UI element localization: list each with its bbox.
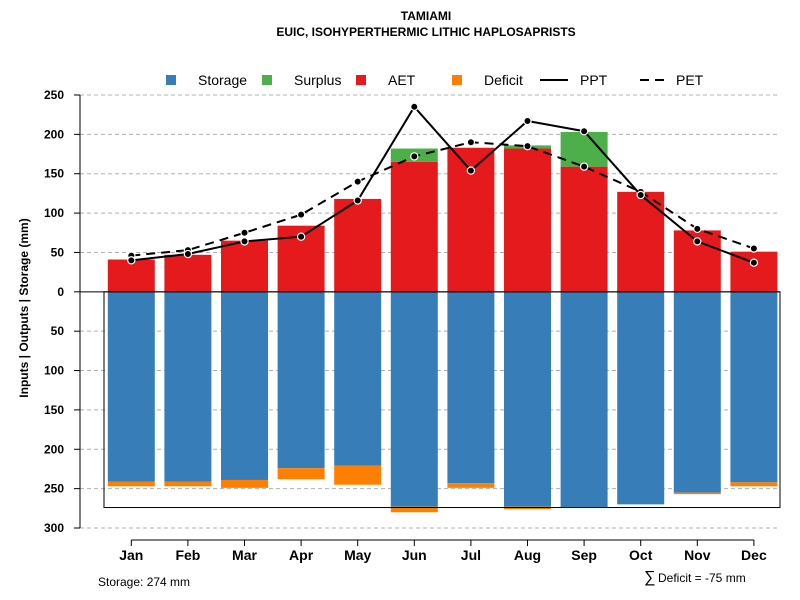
y-tick-label: 300 xyxy=(44,521,64,535)
aet-bar xyxy=(334,198,382,292)
x-axis: Jan Feb Mar Apr May Jun Jul Aug Sep Oct Nov Dec xyxy=(119,539,767,563)
ppt-point xyxy=(296,232,306,241)
pet-point xyxy=(523,141,532,151)
x-tick-label: Jun xyxy=(402,547,427,563)
y-axis: 250 200 150 100 50 0 50 100 150 200 250 300 xyxy=(44,88,81,535)
legend: Storage Surplus AET Deficit PPT PET xyxy=(166,72,704,88)
legend-label: PPT xyxy=(580,72,608,88)
x-tick-label: Dec xyxy=(741,547,767,563)
storage-bar xyxy=(334,291,382,466)
deficit-bar xyxy=(221,479,268,488)
storage-bar xyxy=(560,291,608,508)
x-tick-label: Apr xyxy=(289,547,314,563)
deficit-bar xyxy=(107,481,155,487)
deficit-bar xyxy=(334,465,382,485)
legend-label: Surplus xyxy=(294,72,341,88)
y-tick-label: 250 xyxy=(44,88,64,102)
pet-point xyxy=(353,177,362,186)
ppt-point xyxy=(693,237,702,246)
storage-bar xyxy=(107,291,155,482)
legend-label: Storage xyxy=(198,72,247,88)
aet-bar xyxy=(164,254,212,292)
y-axis-label: Inputs | Outputs | Storage (mm) xyxy=(17,218,31,397)
deficit-footer: Deficit = -75 mm xyxy=(658,571,746,585)
legend-swatch-storage xyxy=(166,75,176,85)
storage-bar xyxy=(447,291,495,484)
x-tick-label: Feb xyxy=(175,547,200,563)
x-tick-label: May xyxy=(344,547,371,563)
ppt-point xyxy=(466,166,476,175)
pet-line xyxy=(131,141,755,257)
storage-bar xyxy=(730,291,778,483)
deficit-bar xyxy=(164,481,212,487)
pet-point xyxy=(579,162,589,171)
sum-icon: ∑ xyxy=(644,569,655,586)
y-tick-label: 100 xyxy=(44,364,64,378)
chart-subtitle: EUIC, ISOHYPERTHERMIC LITHIC HAPLOSAPRIS… xyxy=(276,25,575,39)
ppt-point xyxy=(523,116,532,126)
aet-bar xyxy=(617,191,665,292)
y-tick-label: 200 xyxy=(44,442,64,456)
aet-bar xyxy=(730,251,778,292)
y-tick-label: 200 xyxy=(44,127,64,141)
aet-bar xyxy=(560,166,608,292)
storage-bar xyxy=(504,291,551,507)
y-tick-label: 150 xyxy=(44,167,64,181)
deficit-bar xyxy=(277,468,325,480)
ppt-point xyxy=(579,127,589,136)
storage-bar xyxy=(390,291,438,507)
pet-point xyxy=(296,210,306,219)
x-tick-label: Jul xyxy=(461,547,481,563)
y-tick-label: 100 xyxy=(44,206,64,220)
y-tick-label: 50 xyxy=(51,324,65,338)
y-tick-label: 0 xyxy=(57,285,64,299)
pet-point xyxy=(693,224,702,234)
aet-bar xyxy=(221,240,268,292)
pet-point xyxy=(466,138,476,147)
pet-point xyxy=(749,244,759,253)
aet-bar xyxy=(504,148,551,292)
aet-bar xyxy=(107,259,155,292)
lines xyxy=(127,102,759,267)
deficit-bar xyxy=(447,483,495,488)
bars xyxy=(80,132,781,513)
x-tick-label: Sep xyxy=(571,547,597,563)
storage-bar xyxy=(221,291,268,480)
pet-point xyxy=(410,152,419,161)
storage-bar xyxy=(617,291,665,505)
aet-bar xyxy=(390,161,438,292)
chart-title: TAMIAMI xyxy=(401,9,451,23)
x-tick-label: Oct xyxy=(629,547,653,563)
ppt-point xyxy=(127,256,136,265)
legend-label: Deficit xyxy=(484,72,523,88)
legend-swatch-surplus xyxy=(262,75,272,85)
legend-swatch-deficit xyxy=(452,75,462,85)
ppt-line xyxy=(131,105,755,264)
ppt-point xyxy=(353,196,362,205)
ppt-point xyxy=(240,237,249,246)
x-tick-label: Jan xyxy=(119,547,143,563)
x-tick-label: Aug xyxy=(514,547,541,563)
ppt-point xyxy=(410,102,419,112)
deficit-bar xyxy=(390,506,438,513)
storage-bar xyxy=(277,291,325,469)
storage-bar xyxy=(673,291,721,493)
legend-swatch-aet xyxy=(356,75,366,85)
x-tick-label: Mar xyxy=(232,547,257,563)
storage-footer: Storage: 274 mm xyxy=(98,575,190,589)
ppt-point xyxy=(636,190,645,200)
y-tick-label: 150 xyxy=(44,403,64,417)
ppt-point xyxy=(749,258,759,267)
pet-point xyxy=(240,228,249,237)
storage-bar xyxy=(164,291,212,482)
y-tick-label: 250 xyxy=(44,482,64,496)
y-tick-label: 50 xyxy=(51,245,65,259)
legend-label: AET xyxy=(388,72,416,88)
deficit-bar xyxy=(730,482,778,487)
ppt-point xyxy=(183,249,193,259)
deficit-bar xyxy=(673,492,721,495)
legend-label: PET xyxy=(676,72,704,88)
x-tick-label: Nov xyxy=(684,547,711,563)
